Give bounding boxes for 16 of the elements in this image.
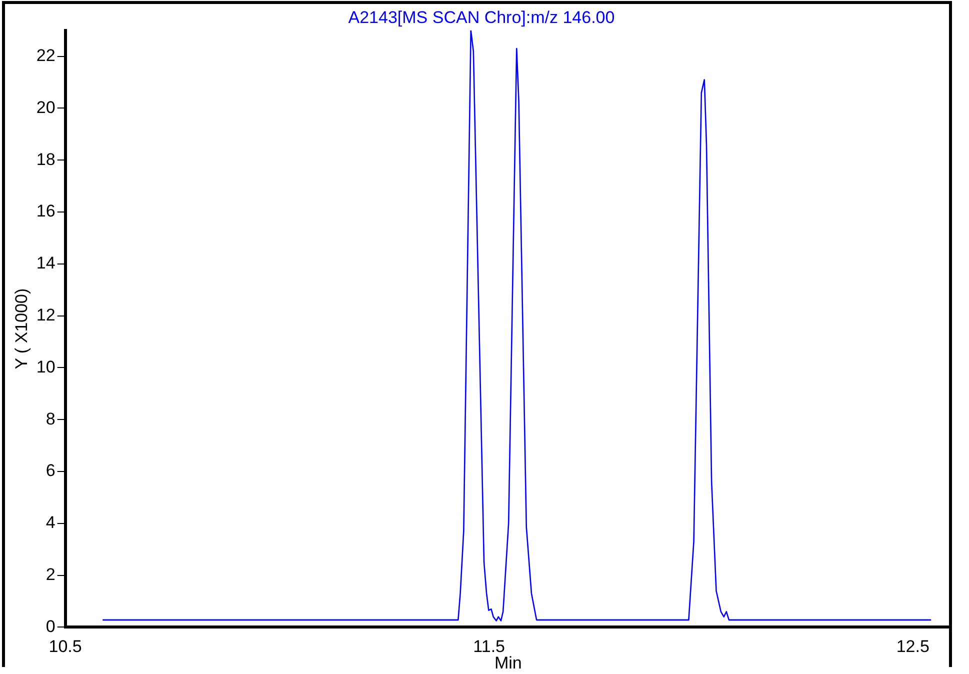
y-tick-label: 22 — [36, 46, 56, 66]
y-tick-label: 4 — [46, 513, 56, 532]
y-tick-label: 14 — [36, 254, 56, 273]
y-tick-label: 16 — [36, 202, 56, 221]
y-tick-label: 10 — [36, 357, 56, 376]
y-tick-label: 8 — [46, 409, 56, 428]
x-tick-label: 10.5 — [48, 637, 82, 656]
y-tick-label: 2 — [46, 564, 56, 584]
y-tick-label: 20 — [36, 98, 56, 117]
y-tick-label: 0 — [46, 616, 56, 636]
y-tick-label: 18 — [36, 150, 56, 169]
y-tick-label: 12 — [36, 306, 56, 325]
chart-title: A2143[MS SCAN Chro]:m/z 146.00 — [348, 8, 615, 27]
y-axis-title: Y ( X1000) — [12, 288, 31, 370]
x-tick-label: 12.5 — [896, 637, 930, 656]
y-tick-label: 6 — [46, 461, 56, 480]
